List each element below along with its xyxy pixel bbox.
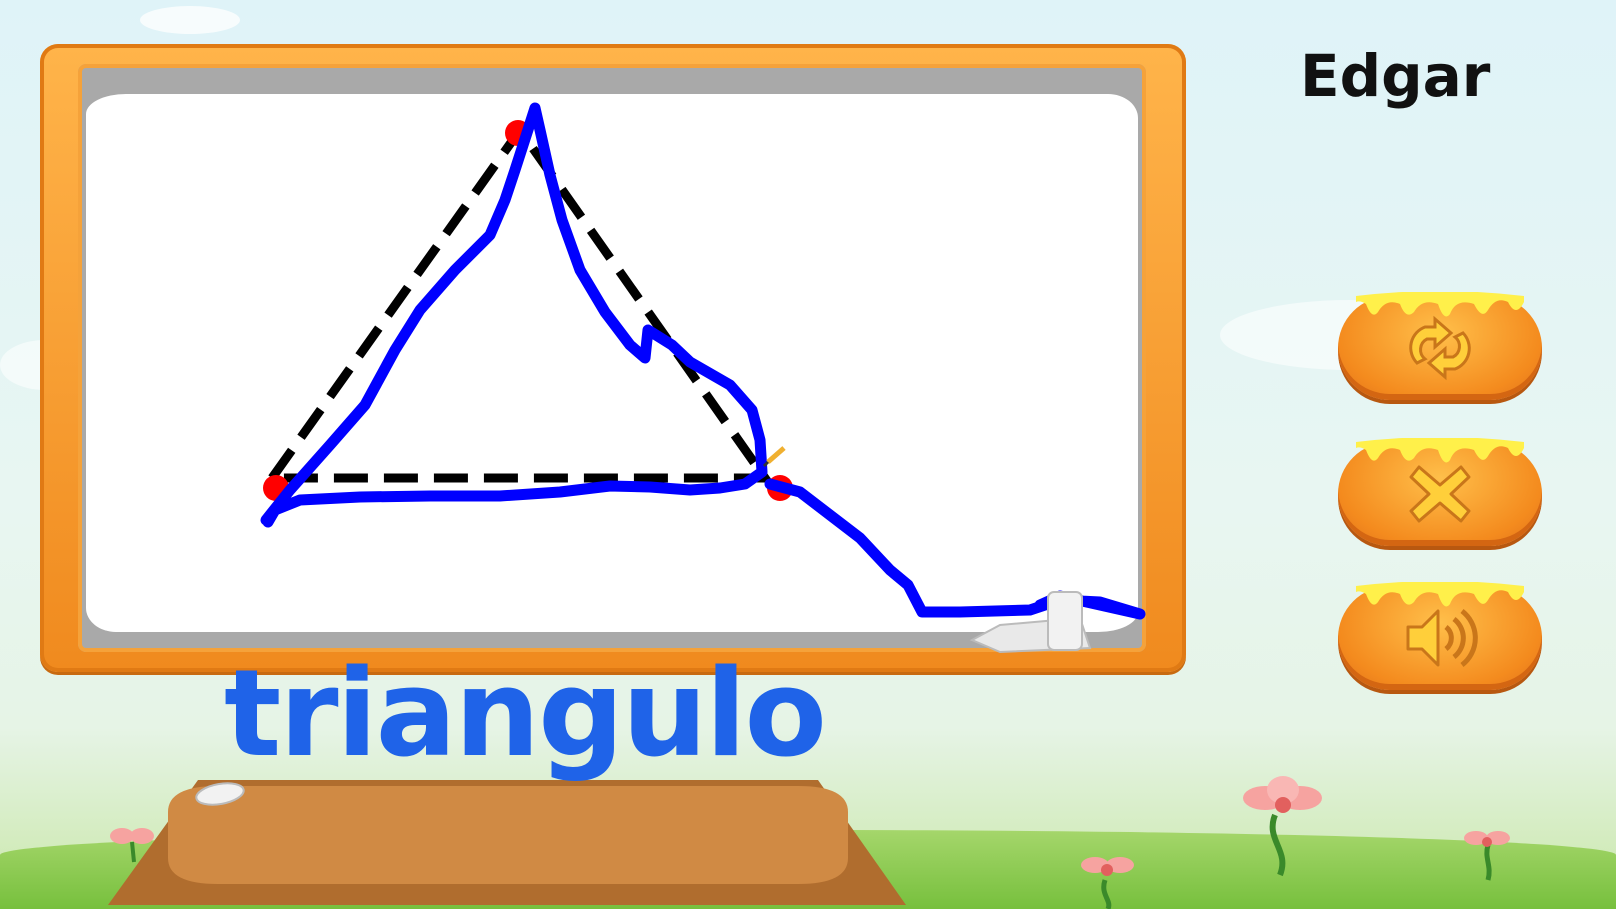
speaker-sound-icon — [1406, 609, 1478, 667]
close-x-icon — [1409, 465, 1471, 523]
flower-icon — [1464, 831, 1510, 881]
honey-drip-decoration — [1356, 438, 1524, 463]
honey-drip-decoration — [1356, 582, 1524, 607]
user-trace-stroke — [260, 102, 1146, 620]
player-name: Edgar — [1300, 42, 1491, 110]
pencil-cursor-icon — [762, 446, 786, 468]
chalk-eraser-icon — [195, 782, 245, 806]
close-button[interactable] — [1338, 438, 1542, 546]
cloud — [140, 6, 240, 34]
flower-icon — [1243, 776, 1322, 877]
eraser-icon — [969, 591, 1092, 654]
flower-icon — [110, 828, 154, 863]
restart-arrows-icon — [1409, 315, 1471, 381]
drawing-canvas[interactable] — [86, 94, 1138, 632]
target-word: triangulo — [224, 645, 827, 784]
flower-icon — [1081, 857, 1134, 909]
guide-triangle-dashed — [268, 122, 774, 483]
honey-drip-decoration — [1356, 292, 1524, 317]
desk — [108, 780, 906, 905]
sound-button[interactable] — [1338, 582, 1542, 690]
restart-button[interactable] — [1338, 292, 1542, 400]
